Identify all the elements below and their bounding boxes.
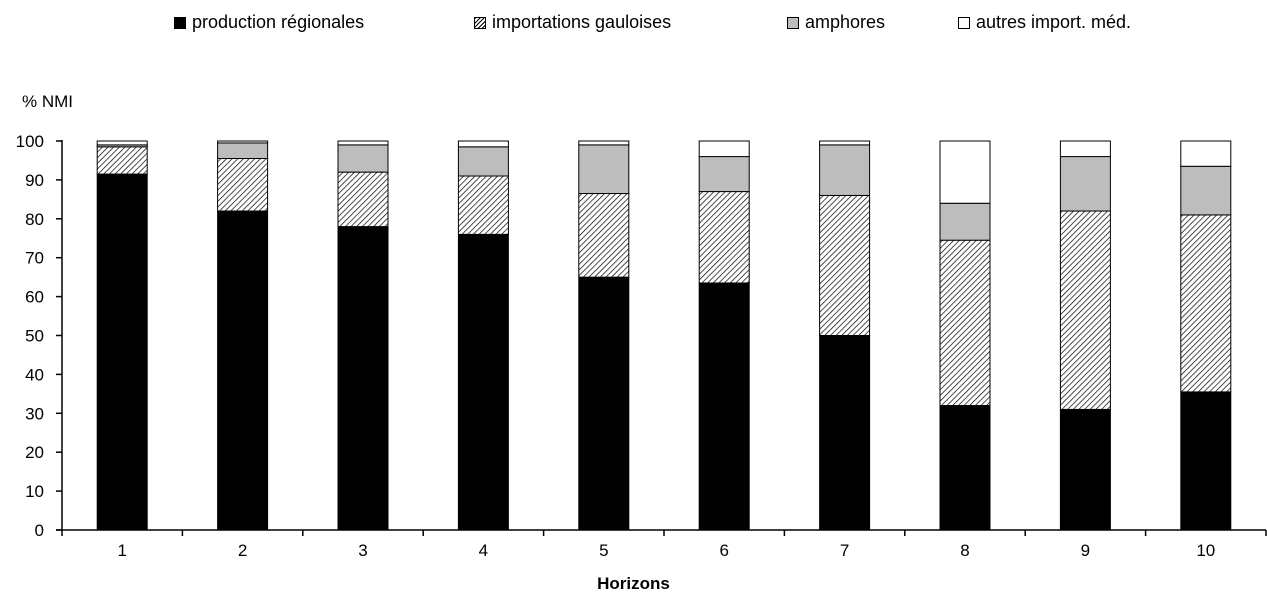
x-tick-label-9: 9 (1081, 541, 1090, 560)
bar-segment-3-4 (337, 140, 389, 146)
bar-segment-9-2 (1059, 210, 1111, 410)
legend-label-production-regionales: production régionales (192, 12, 365, 32)
y-tick-label-20: 20 (25, 443, 44, 462)
bar-segment-6-4 (698, 140, 750, 158)
x-tick-label-7: 7 (840, 541, 849, 560)
bar-segment-10-1 (1180, 391, 1232, 531)
legend-label-amphores: amphores (805, 12, 886, 32)
bar-segment-10-3 (1180, 165, 1232, 216)
x-tick-label-5: 5 (599, 541, 608, 560)
x-tick-label-1: 1 (117, 541, 126, 560)
axes-group: 0 10 20 30 40 50 60 70 80 90 100 1 2 3 4 5 6 7 8 9 10 (16, 132, 1267, 560)
bar-segment-4-3 (457, 146, 509, 177)
legend-swatch-importations-gauloises (474, 16, 486, 29)
y-tick-label-70: 70 (25, 249, 44, 268)
bar-segment-7-2 (819, 194, 871, 336)
bar-segment-2-3 (217, 142, 269, 160)
y-tick-label-40: 40 (25, 365, 44, 384)
bar-segment-5-1 (578, 276, 630, 531)
bar-segment-8-3 (939, 202, 991, 241)
x-tick-label-2: 2 (238, 541, 247, 560)
bar-segment-6-2 (698, 191, 750, 284)
legend-item-production-regionales: production régionales (174, 12, 364, 33)
legend-swatch-autres-import-med (958, 16, 970, 29)
x-axis-label: Horizons (597, 574, 670, 593)
bar-segment-1-1 (96, 173, 148, 531)
bar-segment-4-4 (457, 140, 509, 148)
x-tick-label-3: 3 (358, 541, 367, 560)
bars-group (96, 140, 1232, 531)
y-tick-label-100: 100 (16, 132, 44, 151)
bar-segment-7-3 (819, 144, 871, 196)
x-tick-label-10: 10 (1196, 541, 1215, 560)
bar-segment-8-1 (939, 405, 991, 531)
bar-segment-5-2 (578, 193, 630, 278)
legend-label-importations-gauloises: importations gauloises (492, 12, 672, 32)
bar-segment-1-2 (96, 146, 148, 175)
bar-segment-9-3 (1059, 156, 1111, 212)
y-tick-label-90: 90 (25, 171, 44, 190)
bar-segment-3-2 (337, 171, 389, 228)
legend: production régionales importations gaulo… (0, 12, 1267, 36)
bar-segment-9-1 (1059, 408, 1111, 531)
legend-item-autres-import-med: autres import. méd. (958, 12, 1131, 33)
bar-segment-1-4 (96, 140, 148, 146)
bar-segment-10-2 (1180, 214, 1232, 393)
y-tick-label-50: 50 (25, 327, 44, 346)
bar-segment-8-4 (939, 140, 991, 204)
bar-segment-4-2 (457, 175, 509, 235)
legend-item-importations-gauloises: importations gauloises (474, 12, 671, 33)
y-tick-label-80: 80 (25, 210, 44, 229)
bar-segment-8-2 (939, 239, 991, 407)
legend-item-amphores: amphores (787, 12, 885, 33)
bar-segment-2-4 (217, 140, 269, 144)
y-tick-label-30: 30 (25, 404, 44, 423)
bar-segment-2-2 (217, 158, 269, 212)
bar-segment-3-1 (337, 226, 389, 531)
y-tick-label-10: 10 (25, 482, 44, 501)
bar-segment-5-3 (578, 144, 630, 195)
bar-segment-9-4 (1059, 140, 1111, 158)
bar-segment-6-1 (698, 282, 750, 531)
x-tick-label-6: 6 (719, 541, 728, 560)
x-tick-label-4: 4 (479, 541, 488, 560)
bar-segment-7-4 (819, 140, 871, 146)
bar-segment-5-4 (578, 140, 630, 146)
y-tick-label-60: 60 (25, 288, 44, 307)
bar-segment-3-3 (337, 144, 389, 173)
legend-swatch-production-regionales (174, 16, 186, 29)
legend-swatch-amphores (787, 16, 799, 29)
bar-segment-4-1 (457, 233, 509, 531)
y-tick-label-0: 0 (35, 521, 44, 540)
bar-segment-10-4 (1180, 140, 1232, 167)
bar-segment-2-1 (217, 210, 269, 531)
legend-label-autres-import-med: autres import. méd. (976, 12, 1132, 32)
x-tick-label-8: 8 (960, 541, 969, 560)
bar-segment-7-1 (819, 335, 871, 531)
y-axis-label: % NMI (22, 92, 73, 111)
bar-segment-6-3 (698, 156, 750, 193)
